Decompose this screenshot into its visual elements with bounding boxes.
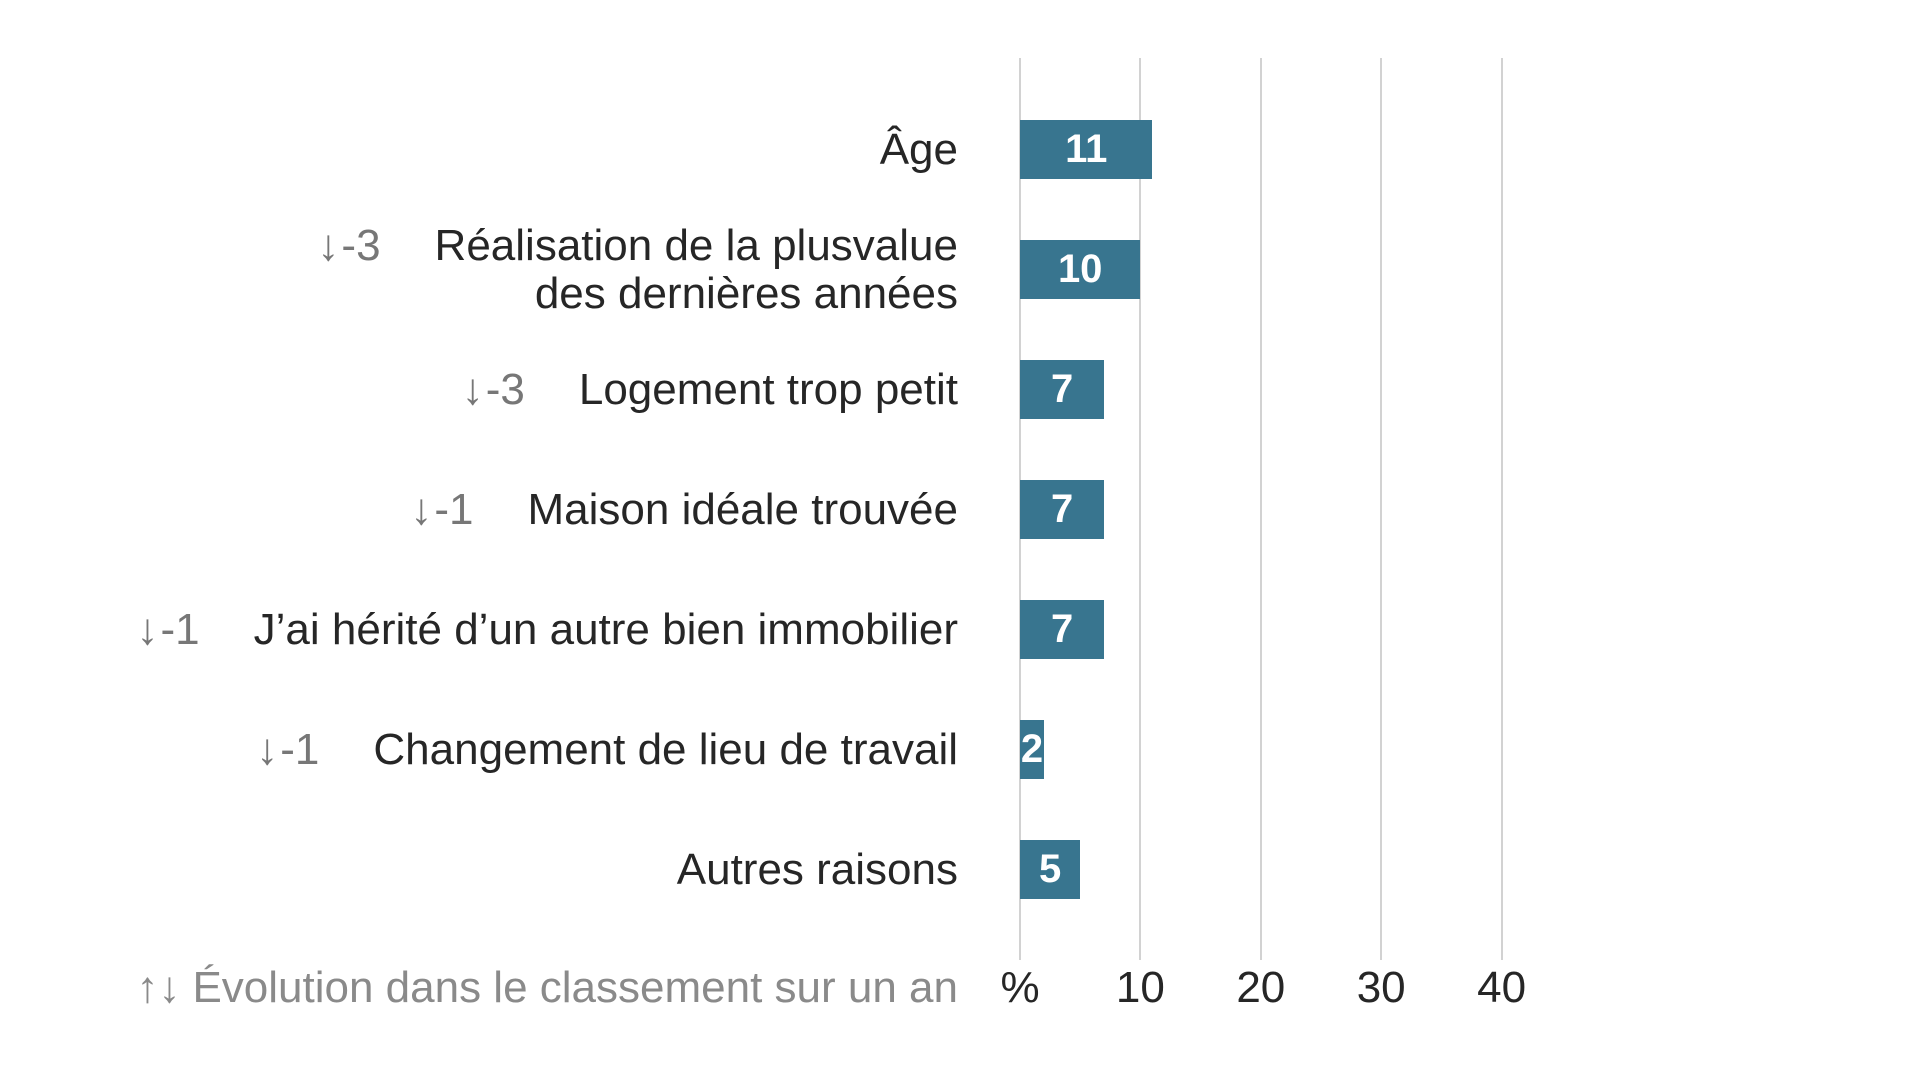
- bar-value-label: 11: [1065, 127, 1108, 171]
- bar-value-label: 10: [1057, 247, 1103, 291]
- rank-change-value: -1: [280, 724, 320, 774]
- down-arrow-icon: ↓: [410, 484, 433, 534]
- row-label: ↓ -1 Changement de lieu de travail: [256, 724, 958, 774]
- down-arrow-icon: ↓: [461, 364, 484, 414]
- x-tick-label: 30: [1356, 963, 1406, 1012]
- category-label: J’ai hérité d’un autre bien immobilier: [253, 604, 958, 654]
- rank-change-value: -1: [434, 484, 474, 534]
- rank-change: ↓ -3: [317, 220, 381, 270]
- bar: 7: [1020, 600, 1105, 659]
- row-label: ↓ -3 Logement trop petit: [461, 364, 958, 414]
- rank-change-value: -3: [341, 220, 381, 270]
- bar-value-label: 7: [1051, 487, 1074, 531]
- bar-value-label: 7: [1051, 607, 1074, 651]
- category-label: Âge: [879, 124, 958, 174]
- row-label: ↓ -3 Réalisation de la plusvalue des derni…: [317, 220, 958, 318]
- category-label: Changement de lieu de travail: [373, 724, 958, 774]
- bar: 10: [1020, 240, 1141, 299]
- category-label: Maison idéale trouvée: [527, 484, 958, 534]
- down-arrow-icon: ↓: [256, 724, 279, 774]
- row-label: Âge: [879, 124, 958, 174]
- down-arrow-icon: ↓: [136, 604, 159, 654]
- rank-change: ↓ -3: [461, 364, 525, 414]
- rank-change: ↓ -1: [410, 484, 474, 534]
- bar-value-label: 2: [1020, 727, 1044, 771]
- x-tick-label: 40: [1477, 963, 1527, 1012]
- gridline: [1139, 58, 1142, 960]
- rank-change: ↓ -1: [136, 604, 200, 654]
- legend-note: ↑↓ Évolution dans le classement sur un a…: [136, 966, 958, 1010]
- bar-value-label: 5: [1038, 847, 1062, 891]
- x-tick-label: 10: [1115, 963, 1165, 1012]
- category-label: Logement trop petit: [578, 364, 958, 414]
- up-down-arrows-icon: ↑↓: [136, 963, 181, 1012]
- x-tick-label: %: [1000, 963, 1040, 1012]
- row-label: Autres raisons: [676, 844, 958, 894]
- legend-note-text: Évolution dans le classement sur un an: [192, 963, 958, 1012]
- down-arrow-icon: ↓: [317, 220, 340, 270]
- row-label: ↓ -1 J’ai hérité d’un autre bien immobilie…: [136, 604, 958, 654]
- rank-change-value: -3: [485, 364, 525, 414]
- bar: 5: [1020, 840, 1081, 899]
- gridline: [1500, 58, 1503, 960]
- category-label: Réalisation de la plusvalue des dernière…: [434, 220, 958, 318]
- gridline: [1380, 58, 1383, 960]
- x-tick-label: 20: [1236, 963, 1286, 1012]
- row-label: ↓ -1 Maison idéale trouvée: [410, 484, 958, 534]
- rank-change-value: -1: [160, 604, 200, 654]
- gridline: [1259, 58, 1262, 960]
- rank-change: ↓ -1: [256, 724, 320, 774]
- bar: 11: [1020, 120, 1153, 179]
- category-label: Autres raisons: [676, 844, 958, 894]
- bar: 7: [1020, 480, 1105, 539]
- bar-value-label: 7: [1051, 367, 1074, 411]
- bar: 7: [1020, 360, 1105, 419]
- bar: 2: [1020, 720, 1045, 779]
